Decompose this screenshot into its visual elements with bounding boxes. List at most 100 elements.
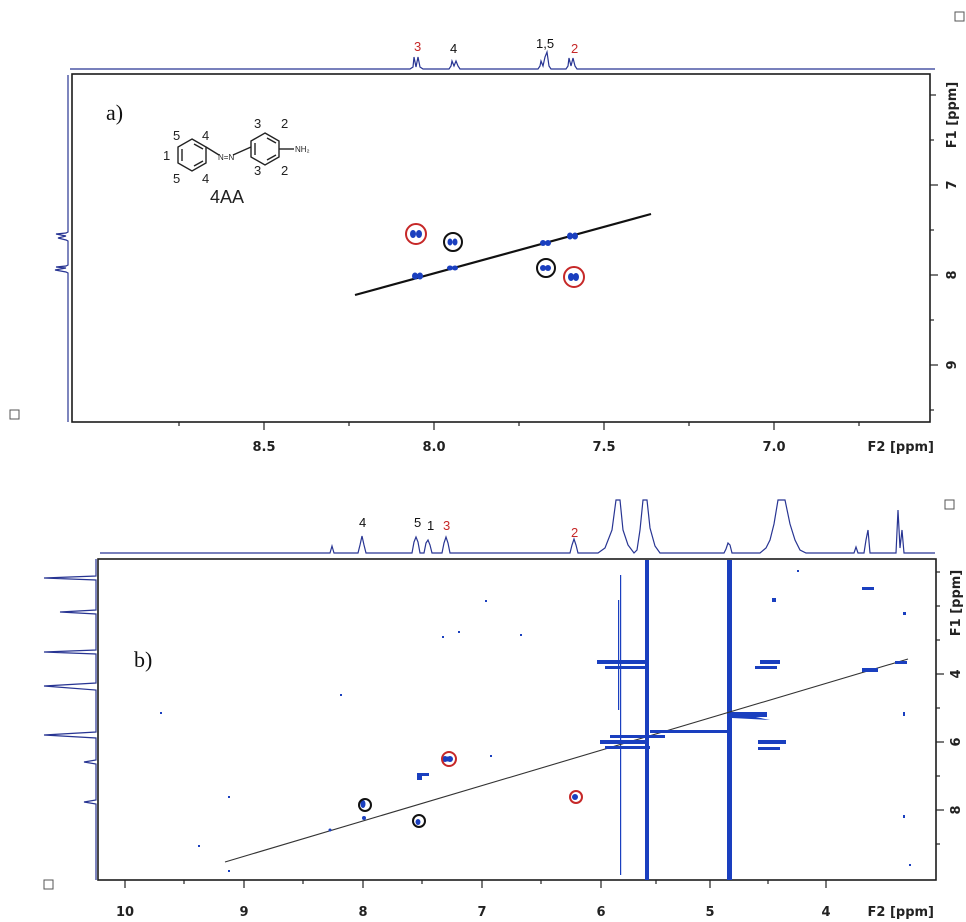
- y-tick-label: 4: [949, 669, 964, 678]
- cross-peak: [862, 587, 874, 590]
- peak-label-3: 3: [443, 518, 450, 533]
- x-axis-title: F2 [ppm]: [868, 905, 935, 920]
- peak-label-2: 2: [571, 525, 578, 540]
- atom-number: 3: [254, 116, 261, 131]
- stripe: [727, 560, 732, 880]
- diagonal-line-b: [224, 658, 909, 863]
- top-1d-spectrum: [100, 499, 935, 554]
- cross-peaks-b: [160, 570, 911, 872]
- atom-number: 2: [281, 163, 288, 178]
- cross-peak: [160, 712, 162, 714]
- cross-peak: [360, 800, 366, 808]
- cross-peak: [758, 747, 780, 750]
- cross-peak: [228, 796, 230, 798]
- nh2-label: NH₂: [295, 145, 310, 154]
- cross-peak: [442, 756, 448, 762]
- x-tick-label: 7.0: [762, 440, 785, 455]
- atom-number: 5: [173, 128, 180, 143]
- top-1d-spectrum: [70, 49, 935, 70]
- cross-peak: [610, 735, 665, 738]
- y-axis-title: F1 [ppm]: [949, 570, 964, 637]
- cross-peak: [490, 755, 492, 757]
- cross-peak: [895, 661, 907, 664]
- cross-peak: [903, 712, 905, 716]
- cross-peak: [362, 816, 366, 820]
- y-tick-label: 6: [949, 737, 964, 746]
- panel-a: 3 4 1,5 2 a) N=N NH₂ 5 4 1 5 4 3 2: [9, 11, 965, 455]
- panel-label-b: b): [134, 647, 152, 672]
- cross-peak: [417, 773, 429, 776]
- x-tick-label: 5: [705, 905, 714, 920]
- x-tick-label: 6: [596, 905, 605, 920]
- y-tick-label: 9: [945, 360, 960, 369]
- cross-peak: [600, 740, 648, 744]
- cross-peak: [452, 238, 458, 246]
- stripe: [620, 575, 622, 875]
- peak-label-1: 1: [427, 518, 434, 533]
- stripe: [645, 560, 649, 880]
- x-axis-title: F2 [ppm]: [868, 440, 935, 455]
- cross-peak: [540, 240, 546, 246]
- highlight-circle-red: [441, 751, 457, 767]
- x-tick-label: 7.5: [592, 440, 615, 455]
- highlight-circle-black: [536, 258, 556, 278]
- cross-peak: [328, 828, 332, 832]
- cross-peak: [903, 815, 905, 818]
- x-tick-label: 10: [116, 905, 134, 920]
- cross-peak: [755, 666, 777, 669]
- highlight-circle-black: [412, 814, 426, 828]
- cross-peak: [909, 864, 911, 866]
- y-tick-label: 8: [949, 805, 964, 814]
- cross-peak: [903, 612, 906, 615]
- x-tick-label: 4: [821, 905, 830, 920]
- y-axis-a: 7 8 9 F1 [ppm]: [930, 82, 960, 411]
- cross-peak: [417, 776, 422, 780]
- cross-peak: [412, 272, 418, 280]
- molecule-4aa: N=N NH₂ 5 4 1 5 4 3 2 3 2 4AA: [163, 116, 310, 207]
- panel-label-a: a): [106, 100, 123, 125]
- azo-label: N=N: [218, 153, 234, 162]
- cross-peak: [758, 740, 786, 744]
- atom-number: 4: [202, 128, 209, 143]
- stripe: [618, 600, 620, 710]
- cross-peak: [573, 273, 579, 281]
- cross-peak: [545, 240, 551, 246]
- cross-peak: [760, 660, 780, 664]
- x-tick-label: 8: [358, 905, 367, 920]
- cross-peak: [772, 598, 776, 602]
- molecule-name: 4AA: [210, 187, 244, 207]
- cross-peak: [410, 230, 416, 238]
- cross-peak: [540, 265, 546, 271]
- x-tick-label: 8.0: [422, 440, 445, 455]
- highlight-circle-red: [405, 223, 427, 245]
- cross-peak: [415, 819, 421, 825]
- corner-marker: [944, 499, 955, 510]
- cross-peak: [452, 265, 458, 271]
- cross-peak: [797, 570, 799, 572]
- peak-label-2: 2: [571, 41, 578, 56]
- highlight-circle-red: [569, 790, 583, 804]
- atom-number: 4: [202, 171, 209, 186]
- left-1d-spectrum: [43, 559, 97, 880]
- y-axis-b: 4 6 8 F1 [ppm]: [936, 570, 964, 845]
- cross-peak: [228, 870, 230, 872]
- cross-peak: [545, 265, 551, 271]
- y-axis-title: F1 [ppm]: [945, 82, 960, 149]
- cross-peak: [567, 232, 573, 240]
- cross-peak: [862, 668, 878, 672]
- peak-label-3: 3: [414, 39, 421, 54]
- x-tick-label: 8.5: [252, 440, 275, 455]
- cross-peak: [442, 636, 444, 638]
- diagonal-line-a: [354, 212, 652, 297]
- cross-peak: [340, 694, 342, 696]
- highlight-circle-black: [358, 798, 372, 812]
- highlight-circle-red: [563, 266, 585, 288]
- cross-peak: [198, 845, 200, 847]
- corner-marker: [954, 11, 965, 22]
- x-axis-b: 10 9 8 7 6 5 4 F2 [ppm]: [116, 880, 934, 920]
- cross-peak: [447, 238, 453, 246]
- cross-peak: [605, 746, 650, 749]
- cross-peak: [447, 265, 453, 271]
- corner-marker: [43, 879, 54, 890]
